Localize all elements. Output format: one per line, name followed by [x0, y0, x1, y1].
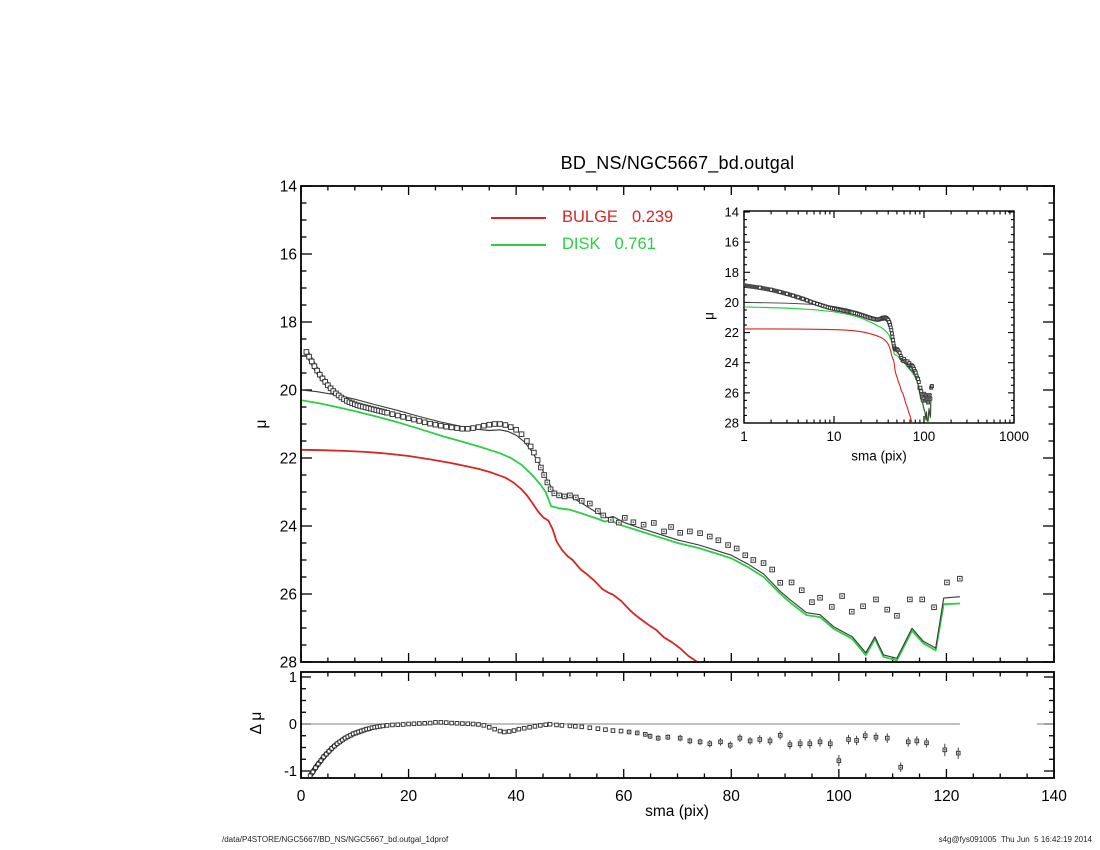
footer-user-timestamp: s4g@fys091005 Thu Jun 5 16:42:19 2014: [938, 835, 1092, 844]
bulge-legend-value: 0.239: [631, 208, 674, 226]
svg-text:100: 100: [913, 429, 936, 444]
svg-text:24: 24: [280, 519, 298, 536]
bulge-legend-line: [491, 217, 546, 219]
svg-text:0: 0: [297, 788, 306, 805]
bulge-legend-label: BULGE: [562, 208, 618, 226]
svg-text:-1: -1: [284, 764, 297, 780]
svg-text:24: 24: [725, 355, 739, 370]
disk-legend-line: [491, 244, 546, 246]
residual-y-axis-label: Δ μ: [248, 711, 265, 735]
svg-text:0: 0: [289, 717, 297, 733]
inset-x-axis-label: sma (pix): [851, 448, 907, 464]
svg-text:20: 20: [400, 788, 418, 805]
footer-file-path: /data/P4STORE/NGC5667/BD_NS/NGC5667_bd.o…: [222, 835, 449, 844]
svg-text:14: 14: [725, 205, 739, 220]
svg-text:20: 20: [280, 383, 298, 400]
svg-text:120: 120: [933, 788, 959, 805]
svg-text:18: 18: [725, 265, 739, 280]
svg-text:40: 40: [508, 788, 526, 805]
svg-text:10: 10: [826, 429, 841, 444]
svg-text:26: 26: [280, 587, 297, 604]
bulge-legend-text: BULGE 0.239: [562, 208, 673, 227]
disk-legend-label: DISK: [562, 235, 601, 253]
svg-text:1: 1: [740, 429, 748, 444]
svg-text:1000: 1000: [999, 429, 1029, 444]
svg-text:60: 60: [615, 788, 633, 805]
svg-text:16: 16: [725, 235, 739, 250]
svg-text:16: 16: [280, 247, 297, 264]
page-title: BD_NS/NGC5667_bd.outgal: [560, 153, 795, 173]
disk-legend-text: DISK 0.761: [562, 235, 656, 254]
svg-text:18: 18: [280, 315, 297, 332]
svg-text:28: 28: [280, 655, 297, 672]
svg-text:22: 22: [725, 325, 739, 340]
svg-text:100: 100: [826, 788, 852, 805]
svg-text:28: 28: [725, 415, 739, 430]
main-y-axis-label: μ: [253, 419, 270, 429]
disk-legend-value: 0.761: [614, 235, 656, 253]
svg-text:80: 80: [723, 788, 741, 805]
svg-text:140: 140: [1041, 788, 1067, 805]
svg-text:20: 20: [725, 295, 739, 310]
svg-text:22: 22: [280, 451, 297, 468]
svg-text:14: 14: [280, 179, 298, 196]
svg-text:26: 26: [725, 385, 739, 400]
svg-text:1: 1: [289, 670, 297, 686]
inset-y-axis-label: μ: [701, 312, 717, 320]
shared-x-axis-label: sma (pix): [645, 803, 709, 820]
